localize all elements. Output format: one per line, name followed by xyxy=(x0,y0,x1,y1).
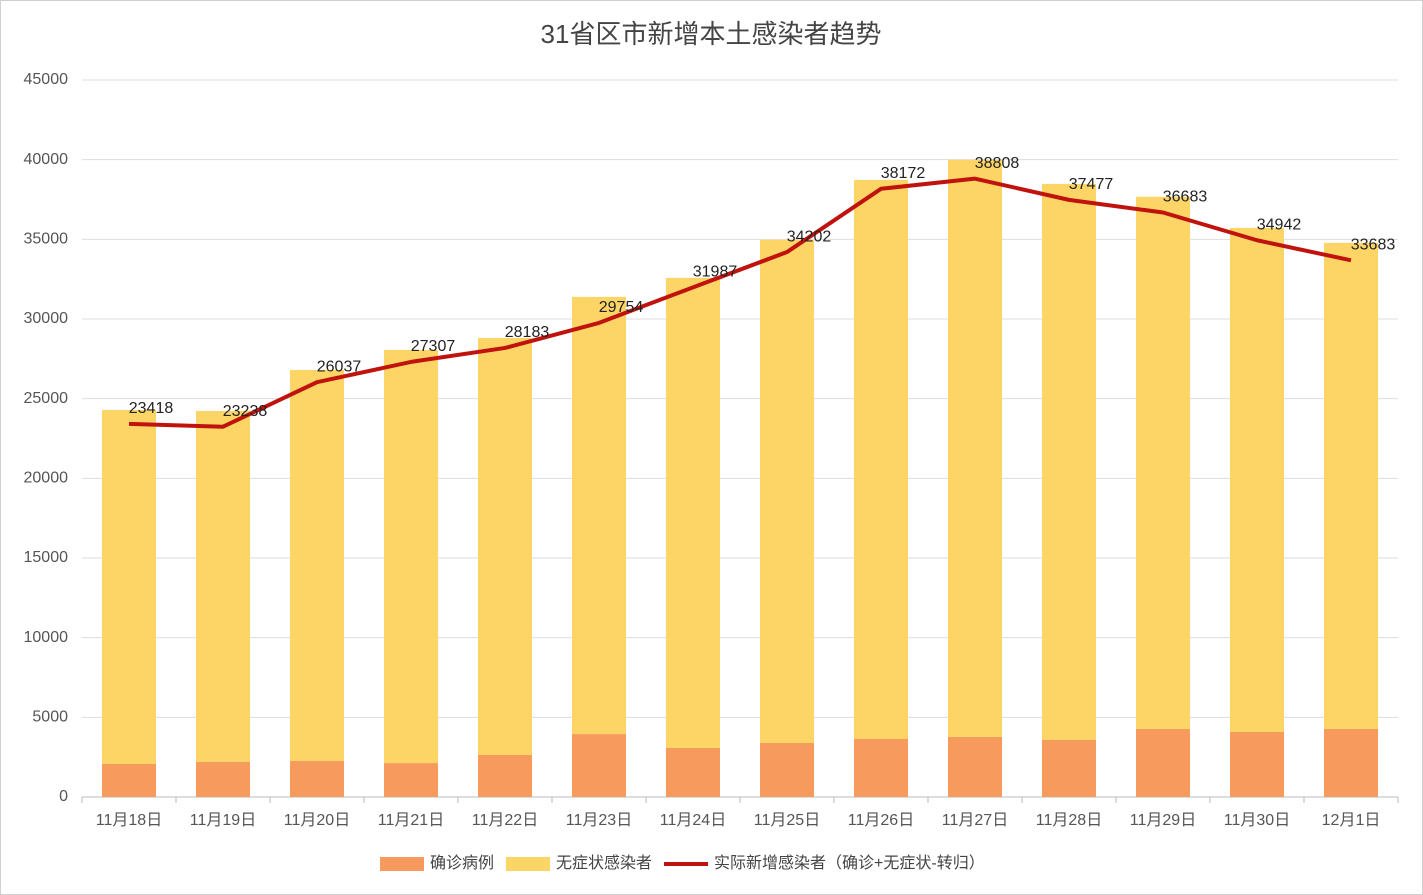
bar-segment xyxy=(666,277,720,748)
bar-segment xyxy=(666,747,720,797)
bar-segment xyxy=(290,369,344,761)
legend-label: 确诊病例 xyxy=(430,854,494,872)
x-tick-label: 11月23日 xyxy=(566,812,632,829)
legend-swatch xyxy=(506,857,551,871)
bar-segment xyxy=(384,349,438,764)
x-tick-label: 11月18日 xyxy=(96,812,162,829)
bar-segment xyxy=(854,179,908,740)
y-tick-label: 20000 xyxy=(24,470,69,487)
data-label: 23418 xyxy=(129,400,174,417)
bar-segment xyxy=(948,159,1002,737)
bar-segment xyxy=(196,761,250,797)
bar-segment xyxy=(1042,183,1096,740)
data-label: 34202 xyxy=(787,228,832,245)
data-label: 33683 xyxy=(1351,237,1396,254)
data-label: 38172 xyxy=(881,165,926,182)
data-label: 28183 xyxy=(505,324,550,341)
bar-segment xyxy=(1042,739,1096,797)
x-tick-label: 11月21日 xyxy=(378,812,444,829)
data-label: 23238 xyxy=(223,403,268,420)
bar-segment xyxy=(948,736,1002,797)
bar-segment xyxy=(1324,242,1378,729)
bar-segment xyxy=(1136,728,1190,797)
bar-segment xyxy=(1230,227,1284,732)
x-tick-label: 11月28日 xyxy=(1036,812,1102,829)
bar-segment xyxy=(478,337,532,755)
y-tick-label: 45000 xyxy=(24,71,69,88)
y-tick-label: 35000 xyxy=(24,231,69,248)
x-tick-label: 11月20日 xyxy=(284,812,350,829)
legend-swatch xyxy=(380,857,424,871)
x-tick-label: 11月22日 xyxy=(472,812,538,829)
data-label: 26037 xyxy=(317,358,362,375)
bar-segment xyxy=(196,410,250,762)
bar-segment xyxy=(760,742,814,797)
data-label: 37477 xyxy=(1069,176,1114,193)
data-label: 27307 xyxy=(411,338,456,355)
bar-segment xyxy=(1324,728,1378,797)
data-label: 34942 xyxy=(1257,216,1302,233)
x-tick-label: 11月27日 xyxy=(942,812,1008,829)
bar-segment xyxy=(572,296,626,735)
y-tick-label: 40000 xyxy=(24,151,69,168)
data-label: 38808 xyxy=(975,155,1020,172)
bar-segment xyxy=(290,760,344,797)
bar-segment xyxy=(854,739,908,797)
legend-label: 无症状感染者 xyxy=(556,854,652,872)
y-tick-label: 5000 xyxy=(32,709,68,726)
x-tick-label: 11月24日 xyxy=(660,812,726,829)
x-tick-label: 11月29日 xyxy=(1130,812,1196,829)
legend-label: 实际新增感染者（确诊+无症状-转归） xyxy=(714,854,985,872)
x-tick-label: 11月25日 xyxy=(754,812,820,829)
data-label: 36683 xyxy=(1163,189,1208,206)
bar-segment xyxy=(1136,196,1190,729)
y-tick-label: 10000 xyxy=(24,629,69,646)
x-tick-label: 11月19日 xyxy=(190,812,256,829)
bar-segment xyxy=(102,764,156,797)
bar-segment xyxy=(760,239,814,743)
x-tick-label: 11月26日 xyxy=(848,812,914,829)
y-tick-label: 0 xyxy=(59,788,68,805)
bar-segment xyxy=(478,754,532,797)
bar-segment xyxy=(1230,731,1284,797)
data-label: 29754 xyxy=(599,299,644,316)
bar-segment xyxy=(572,734,626,797)
x-tick-label: 12月1日 xyxy=(1322,812,1381,829)
y-tick-label: 15000 xyxy=(24,549,69,566)
bar-segment xyxy=(384,763,438,797)
data-label: 31987 xyxy=(693,264,738,281)
y-tick-label: 30000 xyxy=(24,310,69,327)
chart-title: 31省区市新增本土感染者趋势 xyxy=(541,19,882,49)
y-tick-label: 25000 xyxy=(24,390,69,407)
bar-segment xyxy=(102,409,156,765)
x-tick-label: 11月30日 xyxy=(1224,812,1290,829)
line-series xyxy=(128,176,1352,429)
